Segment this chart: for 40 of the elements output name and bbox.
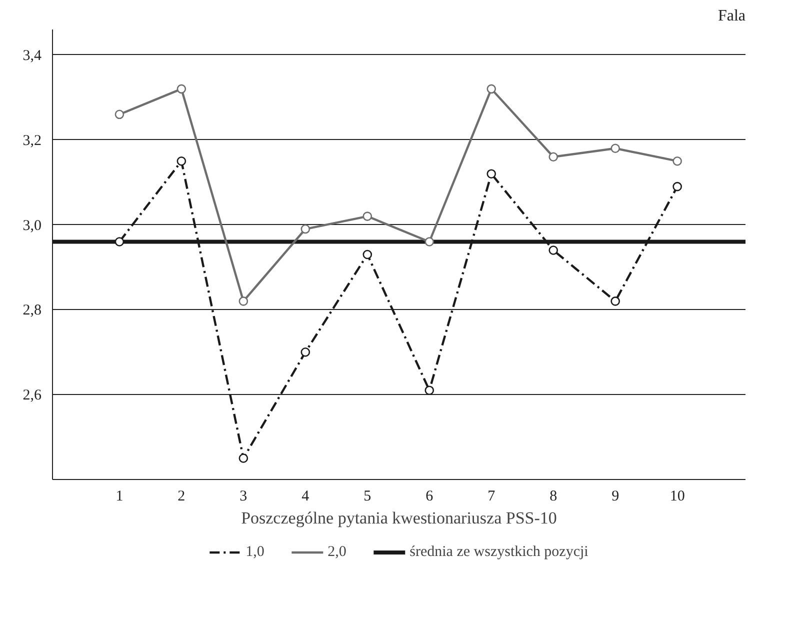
x-tick-label: 10 — [670, 488, 685, 504]
x-tick-label: 4 — [302, 488, 310, 504]
legend-label: średnia ze wszystkich pozycji — [410, 544, 588, 560]
point — [424, 386, 434, 395]
point — [300, 224, 310, 234]
legend-title: Fala — [718, 8, 746, 24]
x-tick-label: 9 — [612, 488, 620, 504]
point — [486, 84, 496, 94]
point — [672, 156, 682, 166]
x-tick-label: 6 — [426, 488, 434, 504]
y-tick-label: 3,4 — [22, 48, 42, 64]
point — [300, 348, 310, 357]
x-tick-label: 5 — [364, 488, 372, 504]
point — [362, 212, 372, 221]
point — [610, 144, 620, 154]
point — [176, 156, 186, 166]
point — [114, 110, 124, 120]
point — [548, 246, 558, 255]
point — [238, 296, 248, 306]
x-tick-label: 1 — [116, 488, 124, 504]
y-tick-label: 2,6 — [22, 388, 42, 404]
x-tick-label: 2 — [178, 488, 186, 504]
point — [114, 237, 124, 246]
y-tick-label: 2,8 — [22, 302, 42, 319]
x-tick-label: 7 — [488, 488, 496, 504]
x-axis-title: Poszczególne pytania kwestionariusza PSS-10 — [241, 508, 557, 528]
point — [362, 250, 372, 260]
point — [672, 182, 682, 192]
x-tick-label: 3 — [240, 488, 248, 504]
point — [610, 296, 620, 306]
point — [238, 454, 248, 463]
point — [548, 152, 558, 162]
point — [176, 84, 186, 94]
point — [424, 237, 434, 246]
legend-label: 1,0 — [246, 544, 266, 560]
y-tick-label: 3,0 — [22, 218, 42, 234]
x-tick-label: 8 — [550, 488, 558, 504]
legend-label: 2,0 — [328, 544, 348, 560]
point — [486, 169, 496, 178]
y-tick-label: 3,2 — [22, 132, 42, 149]
